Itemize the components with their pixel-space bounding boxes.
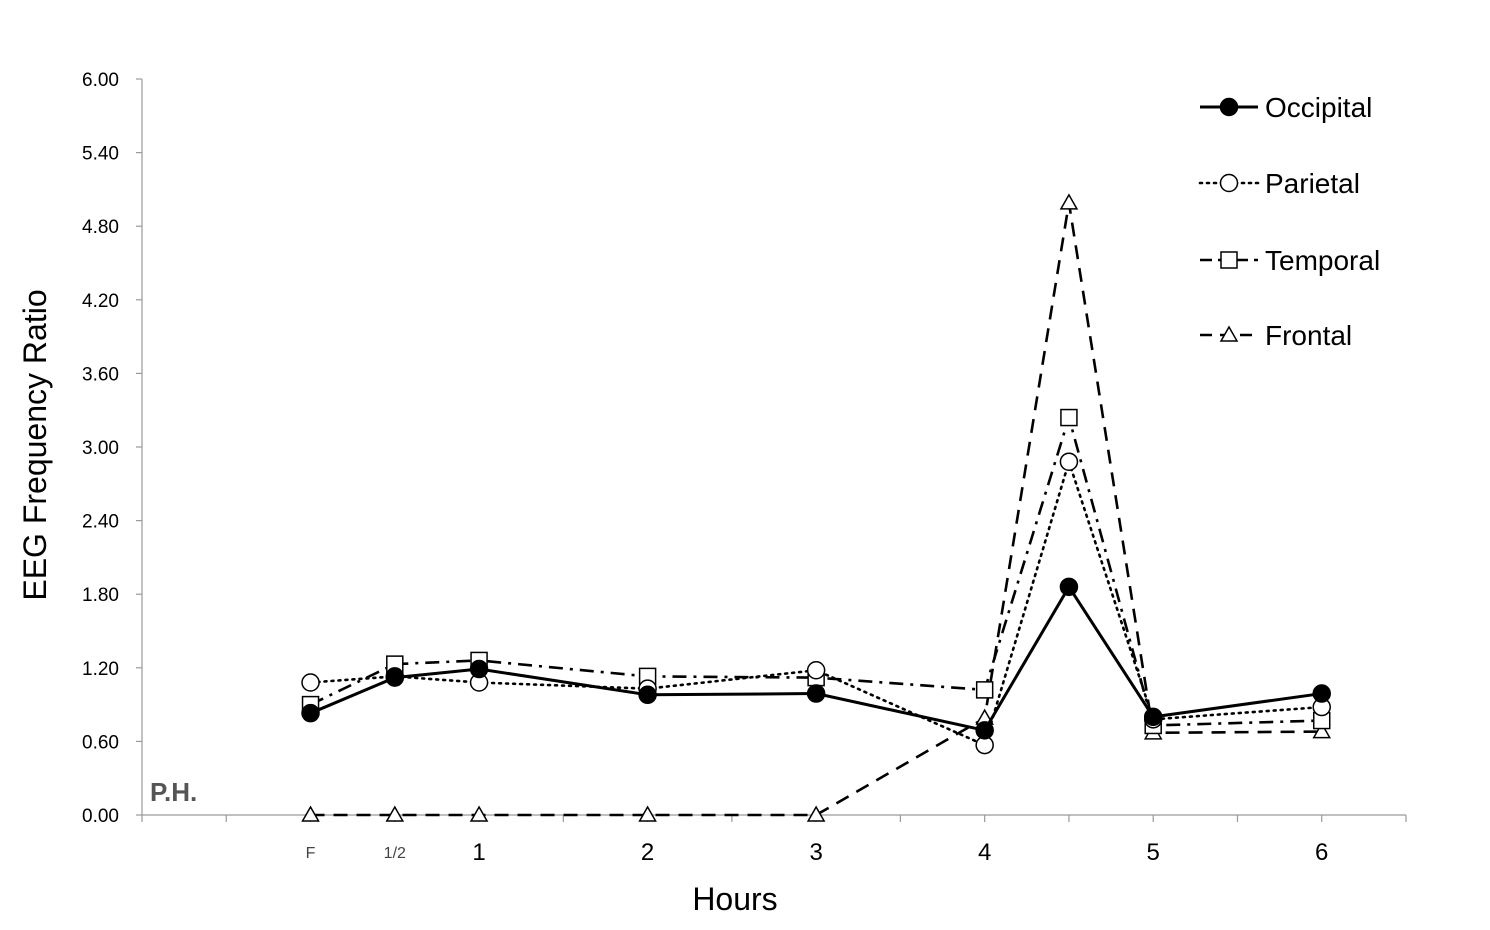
legend-marker: [1219, 97, 1239, 117]
legend-item-frontal: Frontal: [1200, 320, 1352, 351]
data-point-occipital: [1143, 707, 1163, 727]
legend-item-temporal: Temporal: [1200, 245, 1380, 276]
data-point-parietal: [806, 661, 826, 680]
y-tick-label: 5.40: [82, 144, 119, 165]
legend-label: Frontal: [1265, 320, 1352, 351]
data-point-frontal: [1312, 722, 1332, 739]
y-tick-label: 4.20: [82, 291, 119, 312]
series-line-occipital: [309, 583, 1322, 733]
data-point-frontal: [385, 805, 405, 822]
y-tick-label: 1.80: [82, 585, 119, 606]
x-tick-label: 1/2: [384, 845, 406, 862]
legend-item-occipital: Occipital: [1200, 92, 1372, 123]
data-point-occipital: [1059, 577, 1079, 597]
legend-marker: [1220, 251, 1238, 269]
y-tick-label: 4.80: [82, 217, 119, 238]
x-tick-label: 5: [1147, 839, 1160, 866]
x-axis-title: Hours: [692, 881, 777, 917]
series-occipital: [301, 577, 1331, 740]
data-point-occipital: [975, 721, 994, 740]
legend-item-parietal: Parietal: [1198, 168, 1360, 199]
x-tick-label: F: [306, 845, 316, 862]
legend-label: Temporal: [1265, 245, 1380, 276]
data-point-temporal: [1060, 408, 1078, 427]
x-tick-label: 6: [1315, 839, 1328, 866]
y-tick-label: 6.00: [82, 70, 119, 91]
series-line-temporal: [309, 412, 1322, 727]
data-point-occipital: [385, 668, 405, 687]
legend-label: Occipital: [1265, 92, 1372, 123]
x-tick-label: 2: [641, 839, 654, 866]
data-point-frontal: [469, 805, 489, 822]
legend-marker: [1219, 173, 1239, 193]
data-point-occipital: [301, 703, 320, 723]
y-tick-label: 1.20: [82, 659, 119, 680]
legend: Occipital Parietal Temporal Frontal: [1198, 92, 1380, 351]
data-point-temporal: [975, 681, 994, 699]
x-tick-label: 1: [472, 839, 485, 866]
subject-annotation: P.H.: [150, 777, 197, 807]
y-tick-label: 3.00: [82, 438, 119, 459]
legend-marker: [1219, 325, 1239, 342]
data-point-parietal: [1059, 452, 1079, 471]
x-tick-label: 4: [978, 839, 991, 866]
data-point-frontal: [638, 805, 657, 822]
y-tick-label: 0.60: [82, 732, 119, 753]
y-tick-label: 3.60: [82, 364, 119, 385]
legend-label: Parietal: [1265, 168, 1360, 199]
data-point-frontal: [301, 805, 320, 822]
data-point-occipital: [469, 659, 489, 679]
data-point-occipital: [638, 685, 657, 705]
y-axis-title: EEG Frequency Ratio: [17, 289, 53, 600]
y-tick-label: 2.40: [82, 512, 119, 533]
series-parietal: [301, 452, 1331, 755]
y-tick-label: 0.00: [82, 806, 119, 827]
data-point-frontal: [806, 805, 826, 822]
data-point-frontal: [1059, 193, 1079, 210]
data-point-parietal: [301, 673, 320, 692]
series-frontal: [301, 193, 1332, 822]
series-layer: [301, 193, 1332, 822]
axes: 0.00 0.60 1.20 1.80 2.40 3.00 3.60 4.20 4.80 5.40…: [82, 70, 1407, 866]
x-tick-label: 3: [809, 839, 822, 866]
data-point-occipital: [1312, 684, 1331, 703]
series-line-frontal: [310, 202, 1322, 817]
data-point-occipital: [806, 684, 826, 703]
